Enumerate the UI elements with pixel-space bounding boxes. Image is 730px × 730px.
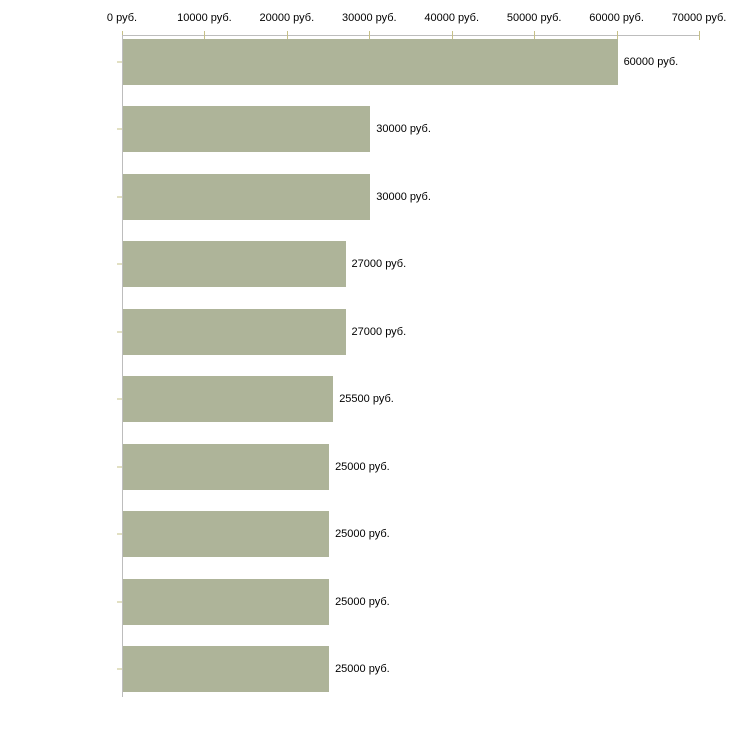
category-tick-mark	[117, 128, 122, 130]
category-tick-mark	[117, 331, 122, 333]
category-tick-mark	[117, 196, 122, 198]
x-axis-tick-label: 70000 руб.	[671, 12, 727, 24]
bar-2	[123, 173, 371, 220]
value-label: 30000 руб.	[376, 190, 431, 203]
value-label: 27000 руб.	[351, 258, 407, 271]
category-tick-mark	[117, 668, 122, 670]
x-axis-tick-mark	[534, 31, 536, 40]
x-axis-tick-mark	[286, 31, 288, 40]
category-tick-mark	[117, 601, 122, 603]
y-axis-line	[122, 35, 123, 697]
x-axis-tick-label: 60000 руб.	[589, 12, 644, 24]
category-tick-mark	[117, 466, 122, 468]
bar-9	[123, 646, 330, 693]
category-tick-mark	[117, 263, 122, 265]
category-tick-mark	[117, 533, 122, 535]
x-axis-tick-label: 40000 руб.	[424, 12, 480, 24]
x-axis-tick-label: 30000 руб.	[341, 12, 397, 24]
bar-3	[123, 241, 346, 288]
value-label: 60000 руб.	[623, 55, 679, 68]
x-axis-tick-label: 50000 руб.	[506, 12, 562, 24]
x-axis-tick-mark	[451, 31, 453, 40]
x-axis-tick-mark	[699, 31, 700, 40]
bar-8	[123, 578, 330, 625]
value-label: 27000 руб.	[351, 325, 407, 338]
bar-7	[123, 511, 330, 558]
category-tick-mark	[117, 398, 122, 400]
value-label: 25000 руб.	[335, 528, 390, 541]
bar-1	[123, 106, 371, 153]
x-axis-tick-label: 0 руб.	[106, 12, 138, 24]
value-label: 30000 руб.	[376, 123, 431, 136]
value-label: 25000 руб.	[335, 595, 390, 608]
x-axis-tick-mark	[616, 31, 618, 40]
category-tick-mark	[117, 61, 122, 62]
bar-4	[123, 308, 346, 355]
bar-0	[123, 38, 618, 85]
value-label: 25500 руб.	[339, 393, 394, 406]
value-label: 25000 руб.	[335, 663, 390, 676]
x-axis-tick-label: 10000 руб.	[177, 12, 232, 24]
bar-5	[123, 376, 334, 423]
x-axis-line	[122, 35, 700, 36]
x-axis-tick-mark	[369, 31, 371, 40]
bar-6	[123, 443, 330, 490]
x-axis-tick-mark	[204, 31, 206, 40]
value-label: 25000 руб.	[335, 460, 390, 473]
x-axis-tick-label: 20000 руб.	[259, 12, 315, 24]
